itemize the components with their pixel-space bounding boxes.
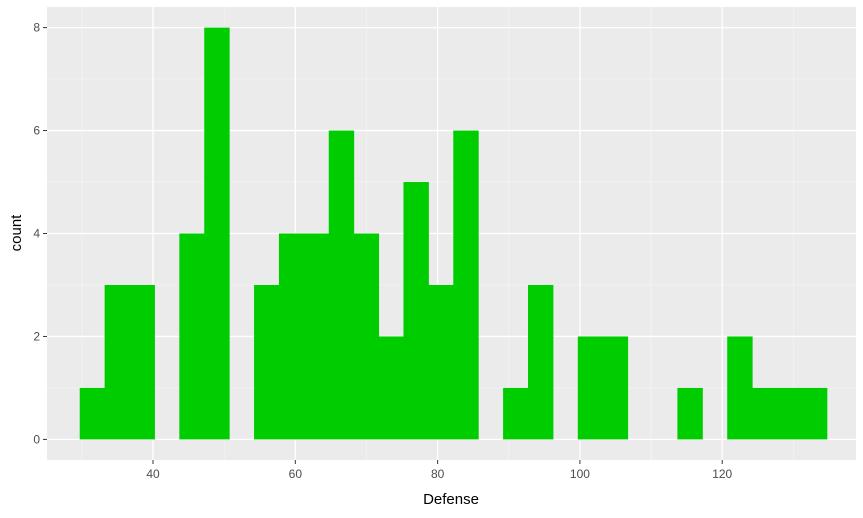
y-tick-label: 0 [33,432,40,446]
histogram-bar [303,233,330,440]
histogram-bar [328,130,355,440]
y-tick-label: 2 [33,329,40,343]
histogram-bar [752,387,778,440]
y-tick-label: 6 [33,124,40,138]
histogram-bar [577,336,604,440]
x-tick-label: 60 [289,467,303,481]
histogram-bar [254,284,280,440]
histogram-bar [353,233,380,440]
histogram-bar [129,284,155,440]
y-axis-title: count [8,214,25,252]
y-tick-label: 8 [33,21,40,35]
x-tick-label: 80 [431,467,445,481]
histogram-bar [104,284,131,440]
histogram-bar [428,284,454,440]
y-axis: 0 2 4 6 8 [33,21,47,446]
y-tick-label: 4 [33,227,40,241]
histogram-bar [677,387,703,440]
histogram-bar [179,233,205,440]
x-tick-label: 40 [146,467,160,481]
histogram-bar [801,387,828,440]
x-tick-label: 120 [712,467,732,481]
x-tick-label: 100 [570,467,590,481]
histogram-bar [378,336,404,440]
histogram-bar [602,336,629,440]
histogram-bar [777,387,803,440]
histogram-bar [204,27,230,440]
histogram-bar [278,233,305,440]
histogram-bar [453,130,479,440]
histogram-bar [527,284,554,440]
histogram-bar [727,336,753,440]
x-axis-title: Defense [423,491,479,508]
histogram-bar [79,387,106,440]
histogram-bar [403,182,429,440]
histogram-bar [503,387,529,440]
x-axis: 40 60 80 100 120 [146,460,733,481]
histogram-bars [79,27,828,440]
